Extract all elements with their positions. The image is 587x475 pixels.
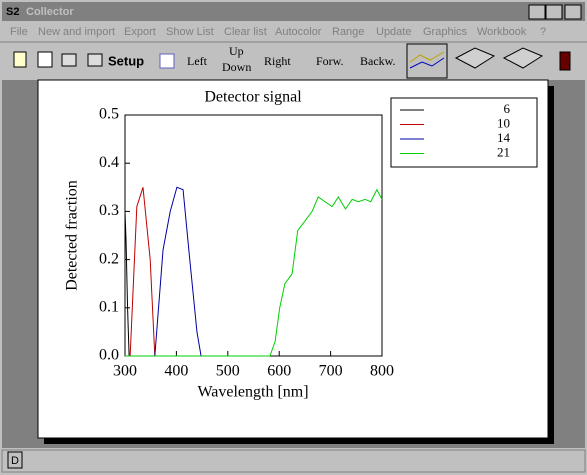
print-icon[interactable]: [61, 53, 77, 67]
forward-button[interactable]: Forw.: [316, 54, 344, 68]
data-line: [129, 187, 156, 357]
app-icon: S2: [6, 6, 19, 18]
graph-2d-button[interactable]: [406, 43, 448, 79]
data-line: [154, 186, 202, 357]
print-setup-icon[interactable]: [87, 53, 103, 67]
up-button[interactable]: Up: [229, 44, 244, 58]
menu-item[interactable]: Show List: [166, 26, 214, 38]
menu-item[interactable]: ?: [540, 26, 546, 38]
import-icon[interactable]: [37, 51, 53, 68]
legend-label: 6: [504, 101, 511, 116]
menu-item[interactable]: File: [10, 26, 28, 38]
chart-title: Detector signal: [204, 89, 302, 106]
x-tick-label: 800: [370, 363, 394, 380]
chart: Detector signal Wavelength [nm] Detected f…: [64, 89, 538, 401]
status-bar: [1, 449, 586, 473]
y-tick-label: 0.4: [99, 154, 119, 171]
x-tick-label: 500: [216, 363, 240, 380]
legend-label: 10: [497, 115, 510, 130]
status-text: D: [11, 455, 19, 467]
right-button[interactable]: Right: [264, 54, 291, 68]
setup-button[interactable]: Setup: [108, 53, 144, 68]
menu-item[interactable]: Range: [332, 26, 364, 38]
graph-icon: [409, 57, 445, 69]
surface-button[interactable]: [454, 47, 496, 69]
y-axis-label: Detected fraction: [64, 180, 81, 291]
menu-bar: File New and import Export Show List Clear l…: [10, 26, 546, 38]
menu-item[interactable]: Autocolor: [275, 26, 322, 38]
legend-box: [390, 97, 538, 168]
x-axis-label: Wavelength [nm]: [197, 384, 308, 401]
graph-icon: [409, 51, 445, 63]
data-line: [125, 188, 383, 357]
backward-button[interactable]: Backw.: [360, 54, 396, 68]
chart-icon[interactable]: [159, 53, 175, 69]
y-tick-label: 0.3: [99, 202, 119, 219]
down-button[interactable]: Down: [222, 60, 251, 74]
toolbar: Setup Left Up Down Right Forw. Backw.: [13, 43, 571, 79]
legend-label: 21: [497, 144, 510, 159]
menu-item[interactable]: Clear list: [224, 26, 267, 38]
minimize-button[interactable]: [528, 4, 546, 20]
y-tick-label: 0.2: [99, 250, 119, 267]
window-title: Collector: [26, 6, 74, 18]
x-tick-label: 400: [164, 363, 188, 380]
data-line: [124, 211, 130, 357]
y-tick-label: 0.1: [99, 298, 119, 315]
x-tick-label: 600: [267, 363, 291, 380]
close-button[interactable]: [564, 4, 582, 20]
menu-item[interactable]: Export: [124, 26, 156, 38]
x-tick-label: 300: [113, 363, 137, 380]
new-icon[interactable]: [13, 51, 27, 68]
window-controls: [528, 4, 582, 20]
menu-item[interactable]: New and import: [38, 26, 115, 38]
title-bar: [2, 2, 585, 21]
legend-label: 14: [497, 130, 511, 145]
exit-button[interactable]: [559, 51, 571, 71]
status-cell: [7, 451, 23, 469]
menu-item[interactable]: Graphics: [423, 26, 468, 38]
mesh-button[interactable]: [502, 47, 544, 69]
y-tick-label: 0.5: [99, 106, 119, 123]
left-button[interactable]: Left: [187, 54, 208, 68]
maximize-button[interactable]: [545, 4, 563, 20]
x-tick-label: 700: [319, 363, 343, 380]
menu-item[interactable]: Workbook: [477, 26, 527, 38]
y-tick-label: 0.0: [99, 347, 119, 364]
menu-item[interactable]: Update: [376, 26, 411, 38]
